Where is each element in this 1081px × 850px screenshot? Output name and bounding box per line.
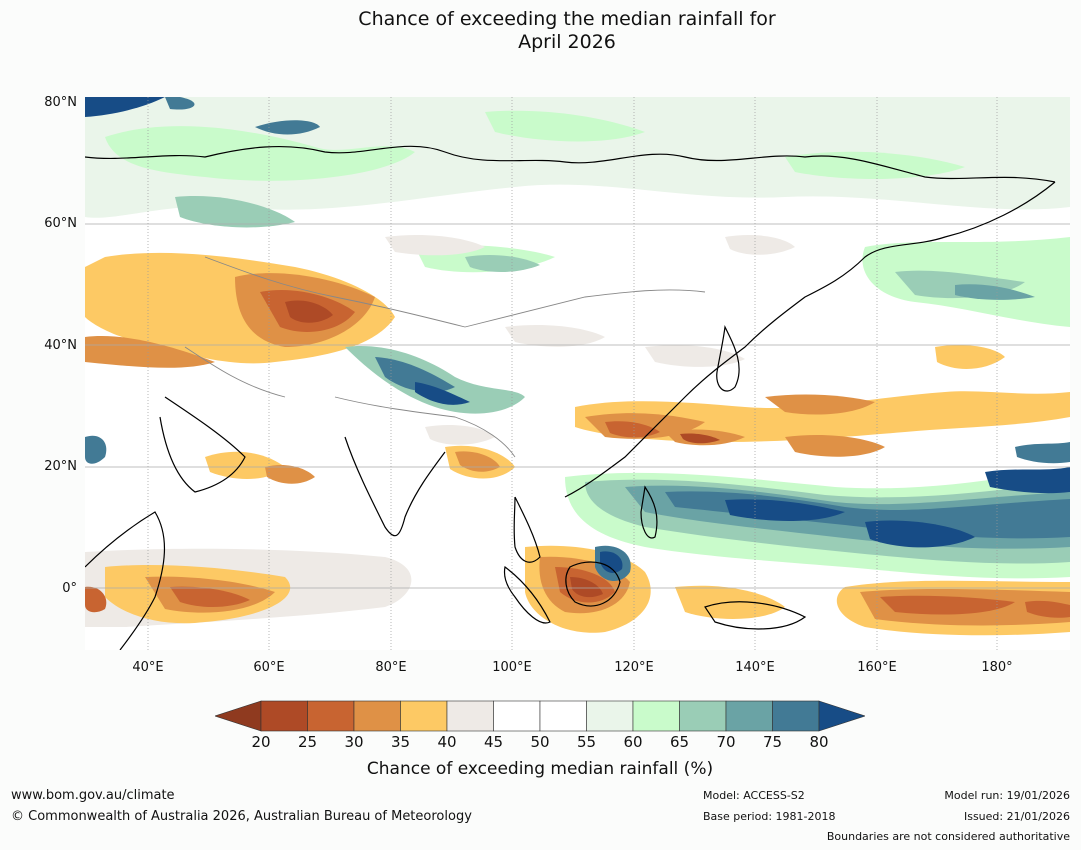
north-pacific-wet-region: [415, 237, 1070, 327]
lon-label-140e: 140°E: [735, 660, 775, 675]
colorbar-tick-55: 55: [576, 733, 597, 751]
colorbar-tick-25: 25: [297, 733, 318, 751]
colorbar-above-80: [818, 700, 865, 732]
colorbar-tick-35: 35: [390, 733, 411, 751]
boundaries-disclaimer: Boundaries are not considered authoritat…: [826, 830, 1070, 843]
lon-label-160e: 160°E: [857, 660, 897, 675]
colorbar-75-80: [772, 700, 820, 732]
colorbar-tick-50: 50: [530, 733, 550, 751]
map-canvas: [85, 97, 1070, 650]
base-period: Base period: 1981-2018: [703, 810, 836, 823]
africa-coast: [85, 511, 165, 650]
colorbar-30-35: [353, 700, 401, 732]
india-coast: [344, 436, 446, 537]
graticule: [147, 97, 998, 650]
latitude-lines: [85, 223, 1070, 589]
japan: [716, 324, 740, 392]
website-link[interactable]: www.bom.gov.au/climate: [11, 788, 175, 803]
arctic-wet-region: [85, 97, 1070, 228]
colorbar-tick-40: 40: [437, 733, 457, 751]
map-title: Chance of exceeding the median rainfall …: [0, 8, 1081, 54]
central-asia-dry-region: [85, 252, 395, 368]
lat-label-20n: 20°N: [44, 459, 77, 474]
tibet-wet-region: [345, 346, 525, 414]
colorbar-tick-60: 60: [623, 733, 643, 751]
lat-label-60n: 60°N: [44, 216, 77, 231]
rainfall-map: [85, 97, 1070, 650]
colorbar-tick-65: 65: [669, 733, 690, 751]
colorbar-20-25: [260, 700, 308, 732]
colorbar-tick-70: 70: [716, 733, 736, 751]
lat-label-equator: 0°: [62, 581, 77, 596]
lat-label-40n: 40°N: [44, 338, 77, 353]
central-pacific-dry-region: [836, 580, 1070, 636]
lat-label-80n: 80°N: [44, 95, 77, 110]
colorbar-tick-30: 30: [344, 733, 364, 751]
south-asia-region: [85, 435, 515, 484]
colorbar-40-45: [446, 700, 494, 732]
lon-label-40e: 40°E: [132, 660, 164, 675]
colorbar-55-60: [586, 700, 634, 732]
borneo: [565, 561, 621, 607]
pacific-coast: [564, 181, 1056, 498]
title-line-2: April 2026: [518, 31, 616, 53]
lon-label-120e: 120°E: [614, 660, 654, 675]
coastlines: [85, 145, 1056, 650]
colorbar-tick-80: 80: [809, 733, 829, 751]
lon-label-180: 180°: [981, 660, 1013, 675]
colorbar: [215, 700, 865, 732]
title-line-1: Chance of exceeding the median rainfall …: [358, 8, 776, 30]
colorbar-label: Chance of exceeding median rainfall (%): [366, 759, 714, 779]
west-pacific-wet-region: [565, 442, 1070, 579]
arabia-coast: [159, 396, 246, 493]
east-asia-dry-band: [575, 345, 1070, 457]
colorbar-tick-75: 75: [762, 733, 783, 751]
lon-label-60e: 60°E: [253, 660, 285, 675]
colorbar-60-65: [632, 700, 680, 732]
model-name: Model: ACCESS-S2: [703, 789, 805, 802]
lon-label-100e: 100°E: [492, 660, 532, 675]
new-guinea: [704, 601, 807, 630]
sumatra: [503, 565, 551, 624]
near-normal-patches: [385, 235, 795, 445]
colorbar-70-75: [725, 700, 773, 732]
colorbar-35-40: [400, 700, 448, 732]
colorbar-below-20: [215, 700, 262, 732]
colorbar-50-55: [539, 700, 587, 732]
model-run-date: Model run: 19/01/2026: [944, 789, 1070, 802]
issued-date: Issued: 21/01/2026: [963, 810, 1070, 823]
country-borders: [184, 256, 706, 458]
philippines: [640, 485, 658, 539]
se-asia-coast: [513, 496, 541, 563]
colorbar-tick-20: 20: [251, 733, 271, 751]
copyright-text: © Commonwealth of Australia 2026, Austra…: [11, 809, 472, 824]
maritime-continent-wet-region: [595, 545, 631, 582]
north-coast: [85, 145, 1056, 183]
colorbar-tick-45: 45: [483, 733, 504, 751]
colorbar-65-70: [679, 700, 727, 732]
colorbar-25-30: [307, 700, 355, 732]
colorbar-45-50: [493, 700, 541, 732]
lon-label-80e: 80°E: [375, 660, 407, 675]
